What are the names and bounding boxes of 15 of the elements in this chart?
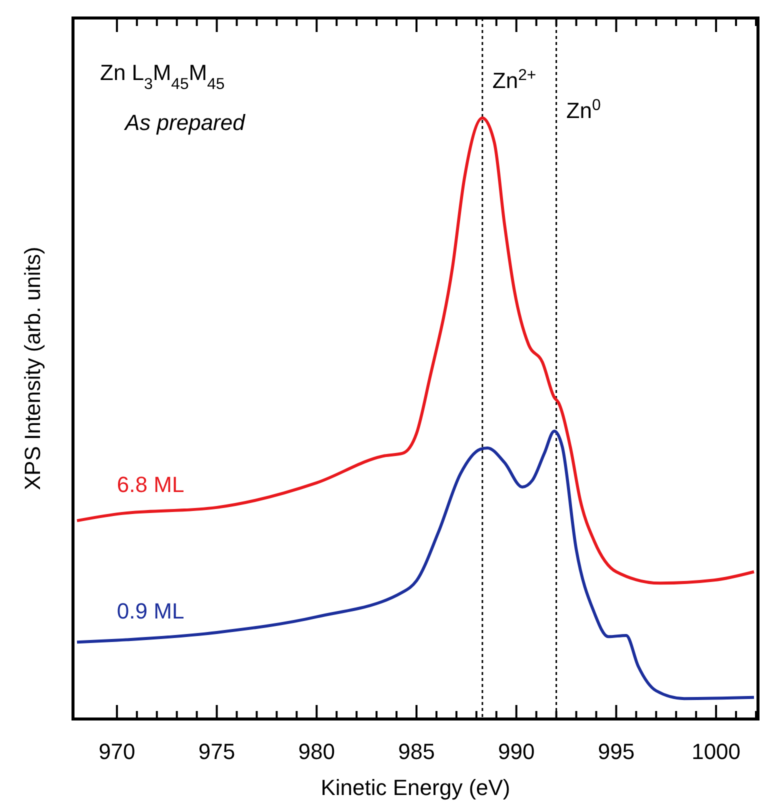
x-tick-label: 990 <box>498 739 535 764</box>
x-tick-label: 970 <box>98 739 136 764</box>
ref-line-label: Zn$^{2+}$ <box>492 66 536 93</box>
x-axis-title: Kinetic Energy (eV) <box>320 775 510 800</box>
series-label: 0.9 ML <box>116 598 184 624</box>
x-tick-label: 985 <box>398 739 435 764</box>
ref-line-label: Zn$^{0}$ <box>566 96 601 123</box>
annotation: As prepared <box>123 110 246 135</box>
text: Zn L$_{3}$M$_{45}$M$_{45}$ <box>100 60 225 92</box>
x-tick-label: 980 <box>298 739 336 764</box>
x-tick-label: 1000 <box>692 739 741 764</box>
y-axis-title: XPS Intensity (arb. units) <box>20 246 45 490</box>
series-label: 6.8 ML <box>116 472 184 498</box>
x-tick-label: 975 <box>198 739 236 764</box>
x-tick-label: 995 <box>598 739 635 764</box>
